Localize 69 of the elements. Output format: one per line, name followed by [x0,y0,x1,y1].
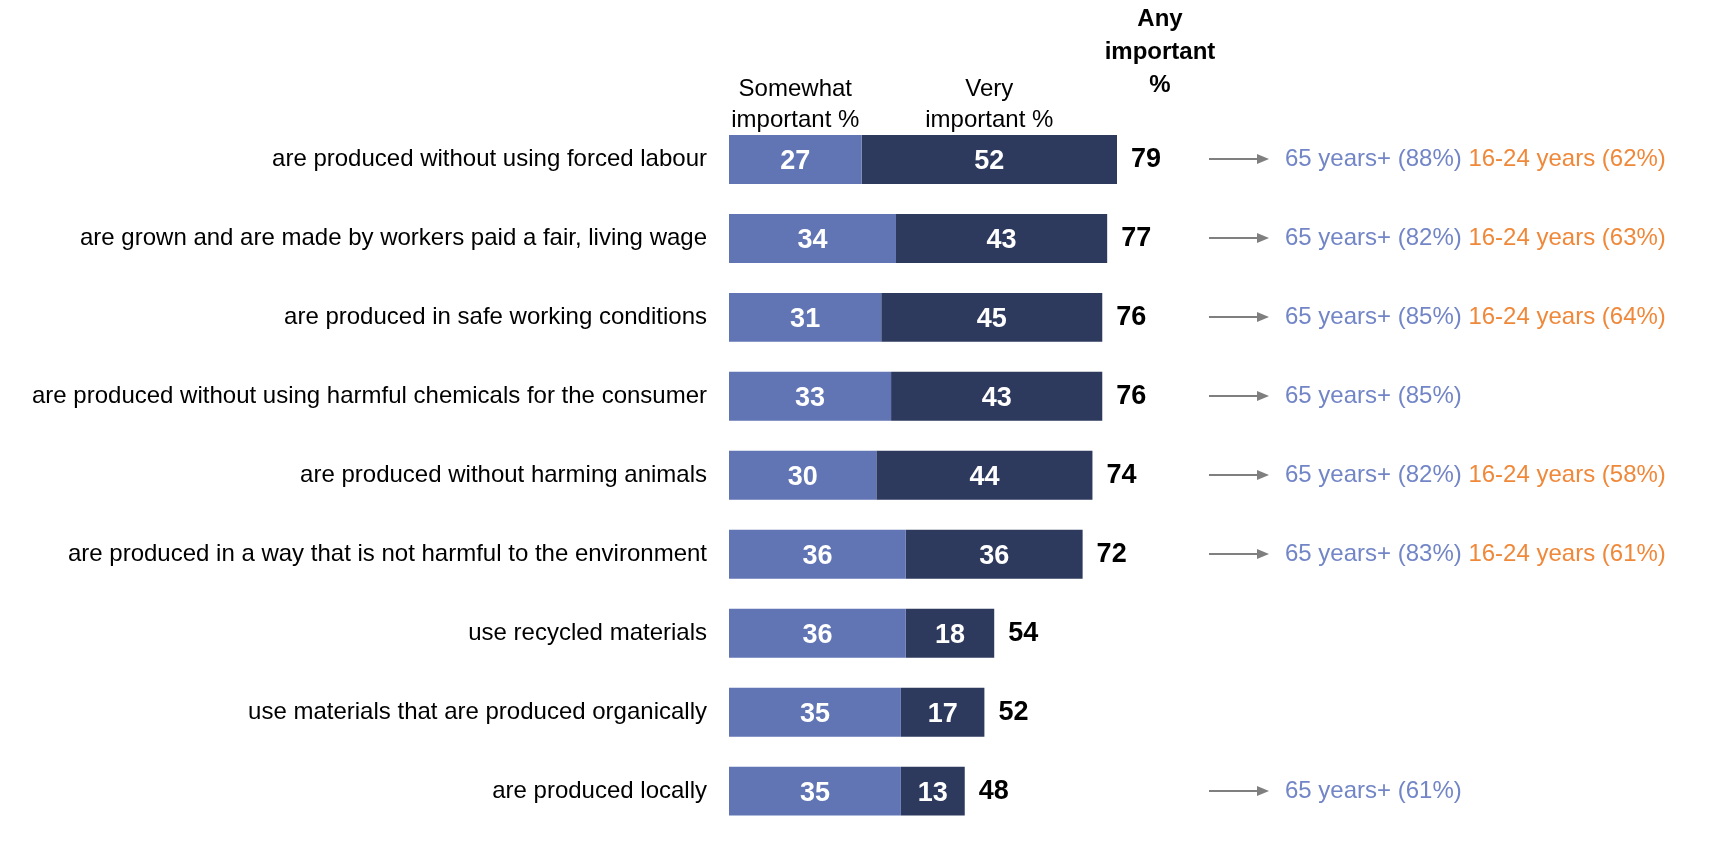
data-label: 27 [780,144,811,175]
bar [729,292,882,342]
data-label: 44 [969,460,1000,491]
text: 16-24 years (64%) [1468,302,1666,330]
total-label: 72 [1096,537,1127,568]
y-tick-label: use recycled materials [468,617,707,645]
text: 65 years+ (82%) [1285,459,1462,487]
total-label: 77 [1121,221,1152,252]
bar [895,213,1108,263]
y-tick-label: are grown and are made by workers paid a fair, living wage [80,223,707,251]
bar [729,213,896,263]
data-label: 31 [790,302,821,333]
total-label: 54 [1008,616,1039,647]
total-label: 76 [1116,379,1147,410]
total-label: 52 [998,695,1029,726]
text: 65 years+ (88%) [1285,144,1462,172]
data-label: 30 [787,460,818,491]
y-tick-label: are produced without harming animals [300,459,707,487]
bar [729,608,906,658]
bar [900,766,965,816]
data-label: 18 [934,618,966,649]
bar [876,450,1093,500]
data-label: 33 [795,381,826,412]
bar [905,529,1083,579]
series-label: Very important % [925,73,1054,132]
text: 65 years+ (85%) [1285,302,1462,330]
bar [729,687,901,737]
bar [861,135,1117,184]
data-label: 34 [797,223,828,254]
text: Any important % [1104,3,1216,97]
text: 65 years+ (61%) [1285,775,1462,803]
total-label: 76 [1116,300,1147,331]
y-tick-label: are produced without using forced labour [272,144,707,172]
text: 16-24 years (61%) [1468,538,1666,566]
total-label: 48 [978,774,1009,805]
text: 16-24 years (62%) [1468,144,1666,172]
text: 16-24 years (58%) [1468,459,1666,487]
data-label: 45 [976,302,1007,333]
data-label: 36 [802,539,833,570]
total-label: 74 [1106,458,1137,489]
data-label: 36 [979,539,1010,570]
total-label: 79 [1131,142,1162,173]
data-label: 35 [799,776,830,807]
bar [729,529,906,579]
y-tick-label: use materials that are produced organically [248,696,707,724]
data-label: 17 [927,697,958,728]
text: 65 years+ (83%) [1285,538,1462,566]
y-tick-label: are produced without using harmful chemicals for the consumer [32,380,708,408]
data-label: 43 [981,381,1012,412]
bar [891,371,1103,421]
bar [881,292,1103,342]
bar [900,687,985,737]
bar [729,135,862,184]
data-label: 35 [799,697,830,728]
text: 16-24 years (63%) [1468,223,1666,251]
bar [729,766,901,816]
data-label: 13 [917,776,948,807]
data-label: 43 [986,223,1017,254]
text: 65 years+ (85%) [1285,380,1462,408]
y-tick-label: are produced locally [492,775,707,803]
bar [729,371,892,421]
y-tick-label: are produced in a way that is not harmful to the environment [67,538,708,566]
data-label: 36 [802,618,833,649]
y-tick-label: are produced in safe working conditions [284,302,707,330]
series-label: Somewhat important % [731,73,860,132]
data-label: 52 [974,144,1005,175]
bar [729,450,877,500]
text: 65 years+ (82%) [1285,223,1462,251]
bar [905,608,995,658]
